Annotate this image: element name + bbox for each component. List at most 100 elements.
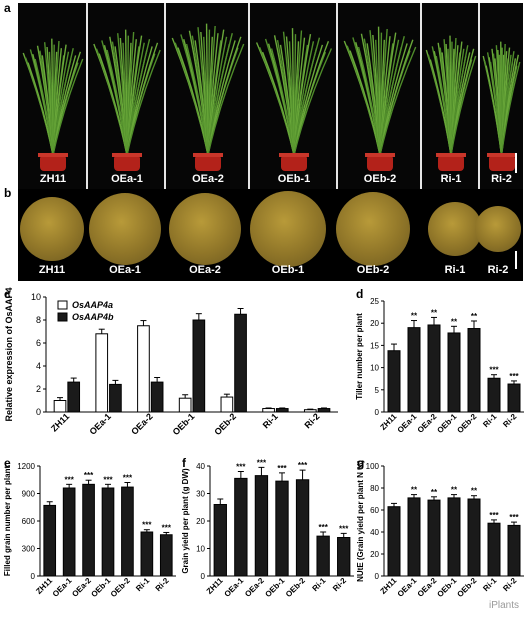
plant-label: Ri-1 [440, 173, 462, 185]
bar [234, 477, 248, 577]
panel-label-a: a [4, 1, 11, 15]
y-tick-label: 30 [196, 490, 205, 499]
bar [95, 333, 109, 413]
y-tick-label: 0 [31, 572, 36, 581]
grain-pile [475, 206, 521, 252]
bar [275, 408, 289, 413]
x-tick-label: OEa-1 [88, 411, 113, 436]
grain-label: ZH11 [38, 264, 66, 276]
x-tick-label: Ri-2 [302, 411, 321, 430]
bar [150, 381, 164, 413]
scale-bar [515, 153, 517, 173]
plant-label: Ri-2 [491, 173, 512, 185]
y-axis-label: Relative expression of OsAAP4 [4, 287, 14, 421]
panel-label-d: d [356, 287, 364, 301]
bar [159, 534, 173, 577]
significance-label: *** [84, 471, 94, 480]
y-tick-label: 0 [375, 572, 380, 581]
bar [316, 535, 330, 577]
grain-label: Ri-1 [444, 264, 466, 276]
bar [275, 480, 289, 577]
y-tick-label: 600 [22, 517, 36, 526]
plant-photo: ZH11 [18, 3, 88, 190]
grain-label: Ri-2 [487, 264, 509, 276]
grain-label: OEb-2 [356, 264, 390, 276]
plant-photo: OEa-1 [88, 3, 166, 190]
grain-pile [20, 197, 84, 261]
x-tick-label: Ri-1 [261, 411, 280, 430]
pot [40, 157, 66, 171]
significance-label: ** [451, 486, 458, 495]
pot-rim [436, 153, 466, 157]
y-tick-label: 0 [375, 408, 380, 417]
plant-label: OEa-1 [111, 173, 143, 185]
x-tick-label: OEa-1 [396, 412, 419, 435]
scale-bar [515, 251, 517, 269]
significance-label: *** [103, 475, 113, 484]
plant-label: ZH11 [39, 173, 67, 185]
bar [101, 487, 115, 577]
y-axis-label: Filled grain number per plant [3, 466, 12, 577]
photo-divider [420, 3, 422, 190]
x-tick-label: OEa-1 [223, 576, 246, 599]
legend-label: OsAAP4a [72, 300, 113, 310]
photo-divider [478, 3, 480, 190]
bar [295, 479, 310, 577]
significance-label: ** [431, 308, 438, 317]
bar [407, 497, 421, 577]
x-tick-label: OEb-1 [435, 576, 458, 599]
y-tick-label: 20 [370, 550, 379, 559]
panel-label-f: f [182, 456, 186, 470]
pot [195, 157, 221, 171]
y-tick-label: 300 [22, 545, 36, 554]
significance-label: *** [123, 474, 133, 483]
plant-photo: Ri-2 [480, 3, 523, 190]
x-tick-label: OEa-2 [129, 411, 154, 436]
significance-label: *** [489, 511, 499, 520]
x-tick-label: OEa-2 [416, 576, 439, 599]
x-tick-label: OEa-2 [416, 412, 439, 435]
y-tick-label: 0 [201, 572, 206, 581]
y-tick-label: 40 [196, 462, 205, 471]
significance-label: *** [489, 366, 499, 375]
plant-photo: OEb-1 [250, 3, 338, 190]
x-tick-label: Ri-1 [310, 576, 327, 593]
y-tick-label: 10 [31, 292, 41, 302]
grain-pile [89, 193, 161, 265]
y-tick-label: 40 [370, 528, 379, 537]
y-tick-label: 2 [36, 384, 41, 394]
significance-label: *** [64, 475, 74, 484]
bar [387, 350, 401, 413]
significance-label: *** [162, 523, 172, 532]
significance-label: *** [318, 523, 328, 532]
significance-label: ** [431, 488, 438, 497]
significance-label: *** [236, 463, 246, 472]
bar [467, 328, 481, 413]
y-tick-label: 1200 [17, 462, 35, 471]
significance-label: ** [471, 312, 478, 321]
panel-label-g: g [357, 456, 365, 470]
y-tick-label: 80 [370, 484, 379, 493]
x-tick-label: Ri-1 [481, 576, 498, 593]
bar [447, 332, 461, 413]
bar [43, 504, 57, 577]
plant-photo: OEa-2 [166, 3, 250, 190]
plant-photo: OEb-2 [338, 3, 422, 190]
y-tick-label: 0 [36, 407, 41, 417]
bar [62, 487, 76, 577]
x-tick-label: OEb-2 [455, 576, 478, 599]
bar [507, 524, 521, 577]
bar [178, 397, 192, 413]
bar [387, 506, 401, 577]
pot [488, 157, 515, 171]
bar [447, 497, 461, 577]
x-tick-label: Ri-2 [501, 412, 518, 429]
bar [67, 381, 81, 413]
x-tick-label: Ri-2 [331, 576, 348, 593]
bar [337, 537, 351, 577]
chart-c-expression: 0 2 4 6 8 10 Relative expression of OsAAP4 ZH11… [4, 287, 338, 437]
x-tick-label: OEa-1 [396, 576, 419, 599]
pot-rim [193, 153, 223, 157]
